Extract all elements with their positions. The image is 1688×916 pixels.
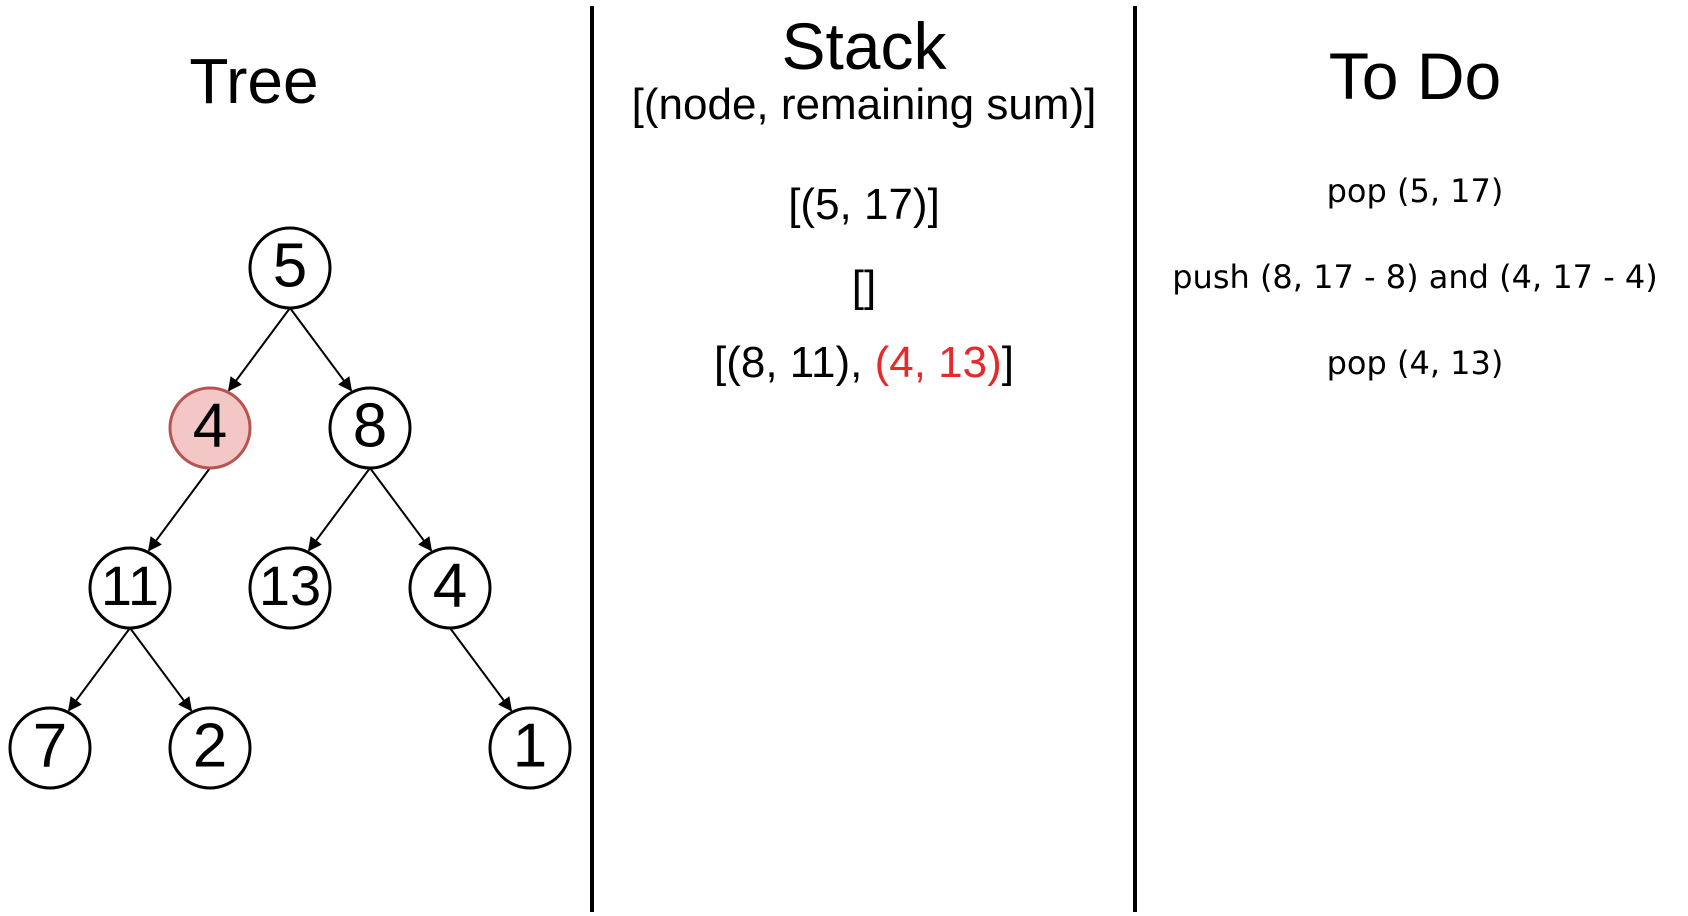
tree-edge-n5-n8: [289, 307, 353, 392]
stack-title: Stack: [781, 9, 947, 83]
tree-node-n2: 2: [168, 706, 252, 790]
todo-line-1: pop (5, 17): [1326, 172, 1504, 210]
tree-edge-n5-n4a: [227, 307, 291, 392]
tree-edge-n8-n13: [307, 467, 371, 552]
tree-edge-n4b-n1: [449, 627, 513, 712]
tree-node-circle: [168, 706, 252, 790]
tree-title: Tree: [189, 45, 319, 117]
tree-edge-n4a-n11: [147, 467, 211, 552]
tree-edge-n8-n4b: [369, 467, 433, 552]
tree-node-label: 8: [353, 391, 387, 460]
todo-title: To Do: [1328, 39, 1502, 113]
tree-node-circle: [168, 386, 252, 470]
tree-node-circle: [488, 706, 572, 790]
stack-line-3-suffix: ]: [1001, 338, 1014, 387]
tree-node-n1: 1: [488, 706, 572, 790]
tree-node-n4b: 4: [408, 546, 492, 630]
tree-node-label: 4: [193, 391, 227, 460]
tree-node-n7: 7: [8, 706, 92, 790]
tree-node-n5: 5: [248, 226, 332, 310]
stack-line-3-prefix: [(8, 11),: [714, 338, 875, 387]
tree-node-label: 11: [101, 554, 159, 617]
tree-node-circle: [328, 386, 412, 470]
tree-node-label: 5: [273, 231, 307, 300]
tree-node-circle: [408, 546, 492, 630]
stack-line-2: []: [851, 262, 877, 311]
tree-diagram: 5 4 8 11 13 4 7 2 1: [8, 226, 572, 790]
tree-node-circle: [88, 546, 172, 630]
stack-subtitle: [(node, remaining sum)]: [631, 80, 1097, 129]
stack-line-1: [(5, 17)]: [788, 180, 940, 229]
tree-node-n13: 13: [248, 546, 332, 630]
tree-node-n8: 8: [328, 386, 412, 470]
tree-node-n4a: 4: [168, 386, 252, 470]
stack-line-3: [(8, 11), (4, 13)]: [596, 338, 1132, 388]
tree-node-label: 7: [33, 711, 67, 780]
tree-edge-n11-n2: [129, 627, 193, 712]
todo-line-3: pop (4, 13): [1326, 344, 1504, 382]
todo-line-2: push (8, 17 - 8) and (4, 17 - 4): [1172, 258, 1658, 296]
tree-node-n11: 11: [88, 546, 172, 630]
tree-node-label: 13: [259, 554, 321, 617]
tree-node-label: 4: [433, 551, 467, 620]
tree-node-circle: [8, 706, 92, 790]
tree-node-circle: [248, 546, 332, 630]
tree-node-circle: [248, 226, 332, 310]
tree-node-label: 2: [193, 711, 227, 780]
tree-edge-n11-n7: [67, 627, 131, 712]
divider-left: [590, 6, 594, 912]
tree-node-label: 1: [513, 711, 547, 780]
stack-line-3-highlight: (4, 13): [874, 338, 1002, 387]
divider-right: [1133, 6, 1137, 912]
